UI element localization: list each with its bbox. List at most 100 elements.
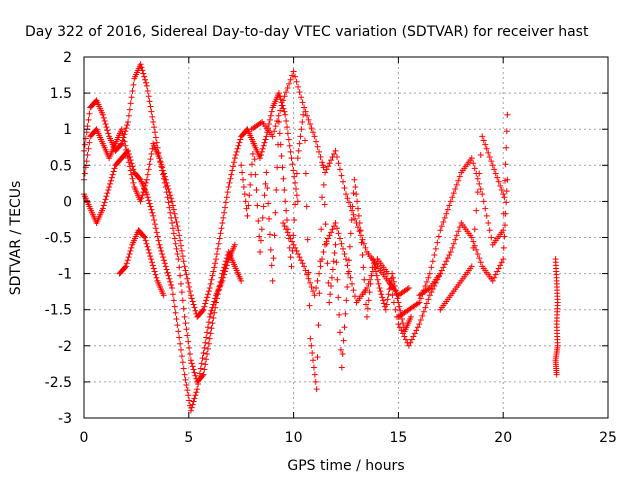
data-point xyxy=(480,137,487,144)
data-point xyxy=(395,321,402,328)
data-point xyxy=(230,163,237,170)
x-tick-label: 15 xyxy=(389,430,407,446)
data-point xyxy=(150,265,157,272)
data-point xyxy=(179,359,186,366)
data-point xyxy=(152,225,159,232)
data-point xyxy=(169,225,176,232)
data-point xyxy=(473,207,480,214)
data-point xyxy=(149,209,156,216)
data-point xyxy=(128,94,135,101)
data-point xyxy=(171,210,178,217)
data-point xyxy=(202,339,209,346)
data-point xyxy=(129,88,136,95)
data-point xyxy=(121,138,128,145)
data-point xyxy=(177,340,184,347)
data-point xyxy=(293,170,300,177)
data-point xyxy=(355,212,362,219)
data-point xyxy=(117,141,124,148)
data-point xyxy=(280,97,287,104)
data-point xyxy=(277,107,284,114)
data-point xyxy=(337,166,344,173)
data-point xyxy=(334,154,341,161)
data-point xyxy=(474,175,481,182)
data-point xyxy=(203,356,210,363)
data-point xyxy=(440,219,447,226)
data-point xyxy=(283,207,290,214)
data-point xyxy=(471,226,478,233)
data-point xyxy=(204,351,211,358)
data-point xyxy=(476,180,483,187)
data-point xyxy=(307,335,314,342)
data-point xyxy=(468,263,475,270)
data-point xyxy=(217,230,224,237)
data-point xyxy=(169,285,176,292)
data-point xyxy=(145,166,152,173)
data-point xyxy=(187,292,194,299)
data-point xyxy=(315,322,322,329)
data-point xyxy=(210,301,217,308)
data-point xyxy=(385,291,392,298)
data-point xyxy=(128,160,135,167)
data-point xyxy=(384,296,391,303)
data-point xyxy=(129,175,136,182)
data-point xyxy=(222,265,229,272)
data-point xyxy=(491,166,498,173)
data-point xyxy=(399,330,406,337)
data-point xyxy=(282,198,289,205)
data-point xyxy=(390,278,397,285)
data-point xyxy=(145,93,152,100)
data-point xyxy=(153,229,160,236)
data-point xyxy=(399,320,406,327)
data-point xyxy=(211,264,218,271)
data-point xyxy=(304,236,311,243)
data-point xyxy=(187,357,194,364)
data-point xyxy=(103,124,110,131)
data-point xyxy=(178,353,185,360)
data-point xyxy=(139,67,146,74)
data-point xyxy=(163,189,170,196)
data-point xyxy=(189,401,196,408)
data-point xyxy=(83,158,90,165)
data-point xyxy=(343,191,349,198)
data-point xyxy=(100,202,107,209)
data-point xyxy=(426,292,433,299)
data-point xyxy=(138,64,145,71)
data-point xyxy=(205,288,212,295)
data-point xyxy=(317,154,324,161)
data-point xyxy=(311,371,318,378)
data-point xyxy=(353,220,360,227)
data-point xyxy=(173,245,180,252)
data-point xyxy=(341,184,348,191)
data-point xyxy=(275,112,282,119)
data-point xyxy=(345,268,352,275)
data-point xyxy=(494,174,501,181)
data-point xyxy=(316,290,323,297)
data-point xyxy=(179,297,186,304)
data-point xyxy=(266,231,273,238)
data-point xyxy=(125,112,132,119)
data-point xyxy=(289,72,296,79)
data-point xyxy=(188,404,195,411)
data-point xyxy=(299,99,306,106)
data-point xyxy=(474,189,481,196)
data-point xyxy=(480,198,487,205)
data-point xyxy=(190,366,197,373)
data-point xyxy=(125,150,132,157)
data-point xyxy=(321,201,328,208)
data-point xyxy=(348,207,355,214)
data-point xyxy=(198,360,205,367)
data-point xyxy=(298,94,305,101)
data-point xyxy=(200,371,207,378)
data-point xyxy=(130,179,137,186)
data-point xyxy=(446,202,453,209)
data-point xyxy=(146,200,153,207)
data-point xyxy=(307,279,314,286)
data-point xyxy=(109,171,116,178)
data-point xyxy=(221,271,228,278)
data-point xyxy=(423,278,430,285)
data-point xyxy=(495,178,502,185)
data-point xyxy=(123,125,130,132)
data-point xyxy=(177,272,184,279)
data-point xyxy=(107,180,114,187)
data-point xyxy=(292,73,299,80)
